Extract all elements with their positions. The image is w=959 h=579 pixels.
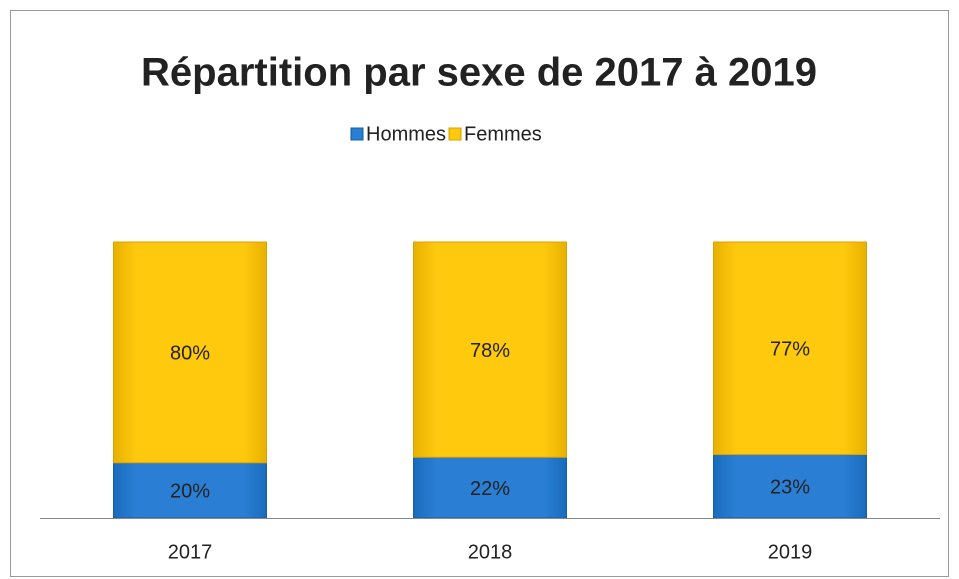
data-label: 20% xyxy=(170,481,210,503)
legend-swatch xyxy=(448,127,462,141)
legend-label: Femmes xyxy=(464,123,542,145)
data-label: 22% xyxy=(470,478,510,500)
data-label: 78% xyxy=(470,340,510,362)
data-label: 80% xyxy=(170,343,210,365)
bar-segment xyxy=(113,241,267,464)
data-label: 23% xyxy=(770,477,810,499)
data-label: 77% xyxy=(770,339,810,361)
x-tick-label: 2018 xyxy=(468,541,513,563)
chart-title: Répartition par sexe de 2017 à 2019 xyxy=(141,51,817,95)
bar-segment xyxy=(113,462,267,519)
legend-label: Hommes xyxy=(366,123,446,145)
x-tick-label: 2019 xyxy=(768,541,813,563)
x-tick-label: 2017 xyxy=(168,541,213,563)
bar-segment xyxy=(713,241,867,456)
legend-swatch xyxy=(350,127,364,141)
bar-segment xyxy=(413,456,567,519)
bar-segment xyxy=(713,454,867,519)
bar-segment xyxy=(413,241,567,458)
